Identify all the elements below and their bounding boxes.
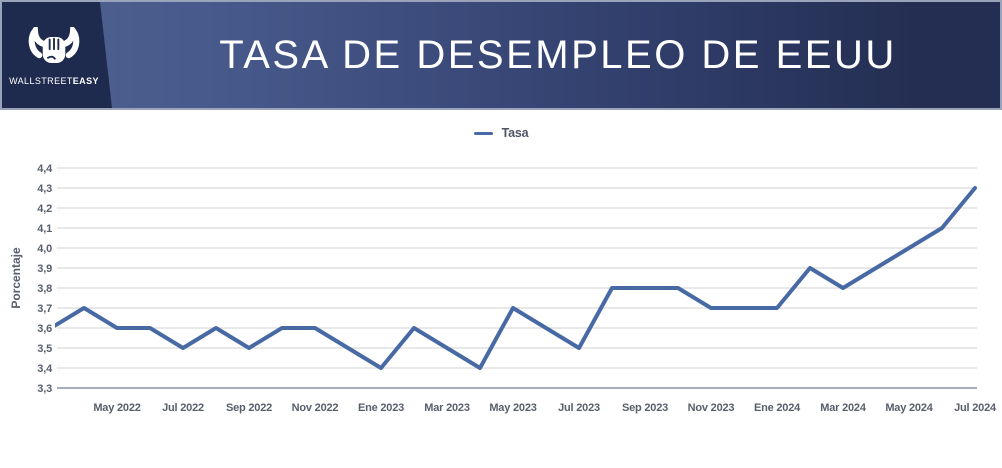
y-tick-label: 4,0 xyxy=(37,243,52,255)
y-tick-label: 3,5 xyxy=(37,343,52,355)
y-tick-label: 3,7 xyxy=(37,303,52,315)
data-series xyxy=(55,186,977,370)
legend-label: Tasa xyxy=(501,126,529,140)
y-tick-label: 4,4 xyxy=(37,163,53,175)
y-tick-label: 4,3 xyxy=(37,183,52,195)
x-tick-label: Jul 2023 xyxy=(558,402,600,414)
y-tick-label: 3,3 xyxy=(37,383,52,395)
gridlines xyxy=(57,167,977,389)
legend-line-swatch xyxy=(473,131,493,135)
brand-name-regular: WALLSTREET xyxy=(9,76,73,86)
y-axis-title: Porcentaje xyxy=(9,247,23,309)
x-tick-label: May 2023 xyxy=(489,402,536,414)
x-tick-label: Sep 2023 xyxy=(622,402,668,414)
page-title: TASA DE DESEMPLEO DE EEUU xyxy=(219,32,897,77)
y-tick-label: 4,1 xyxy=(37,223,52,235)
y-tick-label: 3,9 xyxy=(37,263,52,275)
x-tick-label: May 2024 xyxy=(885,402,933,414)
brand-logo-panel: WALLSTREETEASY xyxy=(2,2,112,108)
x-tick-label: Mar 2023 xyxy=(424,402,470,414)
header-banner: WALLSTREETEASY TASA DE DESEMPLEO DE EEUU xyxy=(0,0,1002,110)
x-tick-label: Ene 2023 xyxy=(358,402,404,414)
unemployment-line-chart: 4,4 4,3 4,2 4,1 4,0 3,9 3,8 3,7 3,6 3,5 3,4 3,3 May… xyxy=(9,163,997,414)
y-axis-tick-labels: 4,4 4,3 4,2 4,1 4,0 3,9 3,8 3,7 3,6 3,5 3,4 3,3 xyxy=(37,163,53,395)
chart-legend: Tasa xyxy=(0,124,1002,142)
x-tick-label: Ene 2024 xyxy=(754,402,801,414)
brand-name-bold: EASY xyxy=(72,76,99,86)
y-tick-label: 3,8 xyxy=(37,283,52,295)
x-tick-label: Jul 2022 xyxy=(162,402,204,414)
x-tick-label: Nov 2023 xyxy=(688,402,735,414)
y-tick-label: 3,4 xyxy=(37,363,53,375)
x-tick-label: Sep 2022 xyxy=(226,402,272,414)
x-tick-label: Jul 2024 xyxy=(954,402,997,414)
x-tick-label: Mar 2024 xyxy=(820,402,867,414)
x-tick-label: May 2022 xyxy=(93,402,140,414)
y-tick-label: 3,6 xyxy=(37,323,52,335)
x-tick-label: Nov 2022 xyxy=(292,402,339,414)
brand-name: WALLSTREETEASY xyxy=(2,76,106,86)
tasa-line xyxy=(55,186,977,370)
x-axis-tick-labels: May 2022 Jul 2022 Sep 2022 Nov 2022 Ene 2023… xyxy=(93,402,997,414)
bull-fist-icon xyxy=(28,27,80,63)
y-tick-label: 4,2 xyxy=(37,203,52,215)
